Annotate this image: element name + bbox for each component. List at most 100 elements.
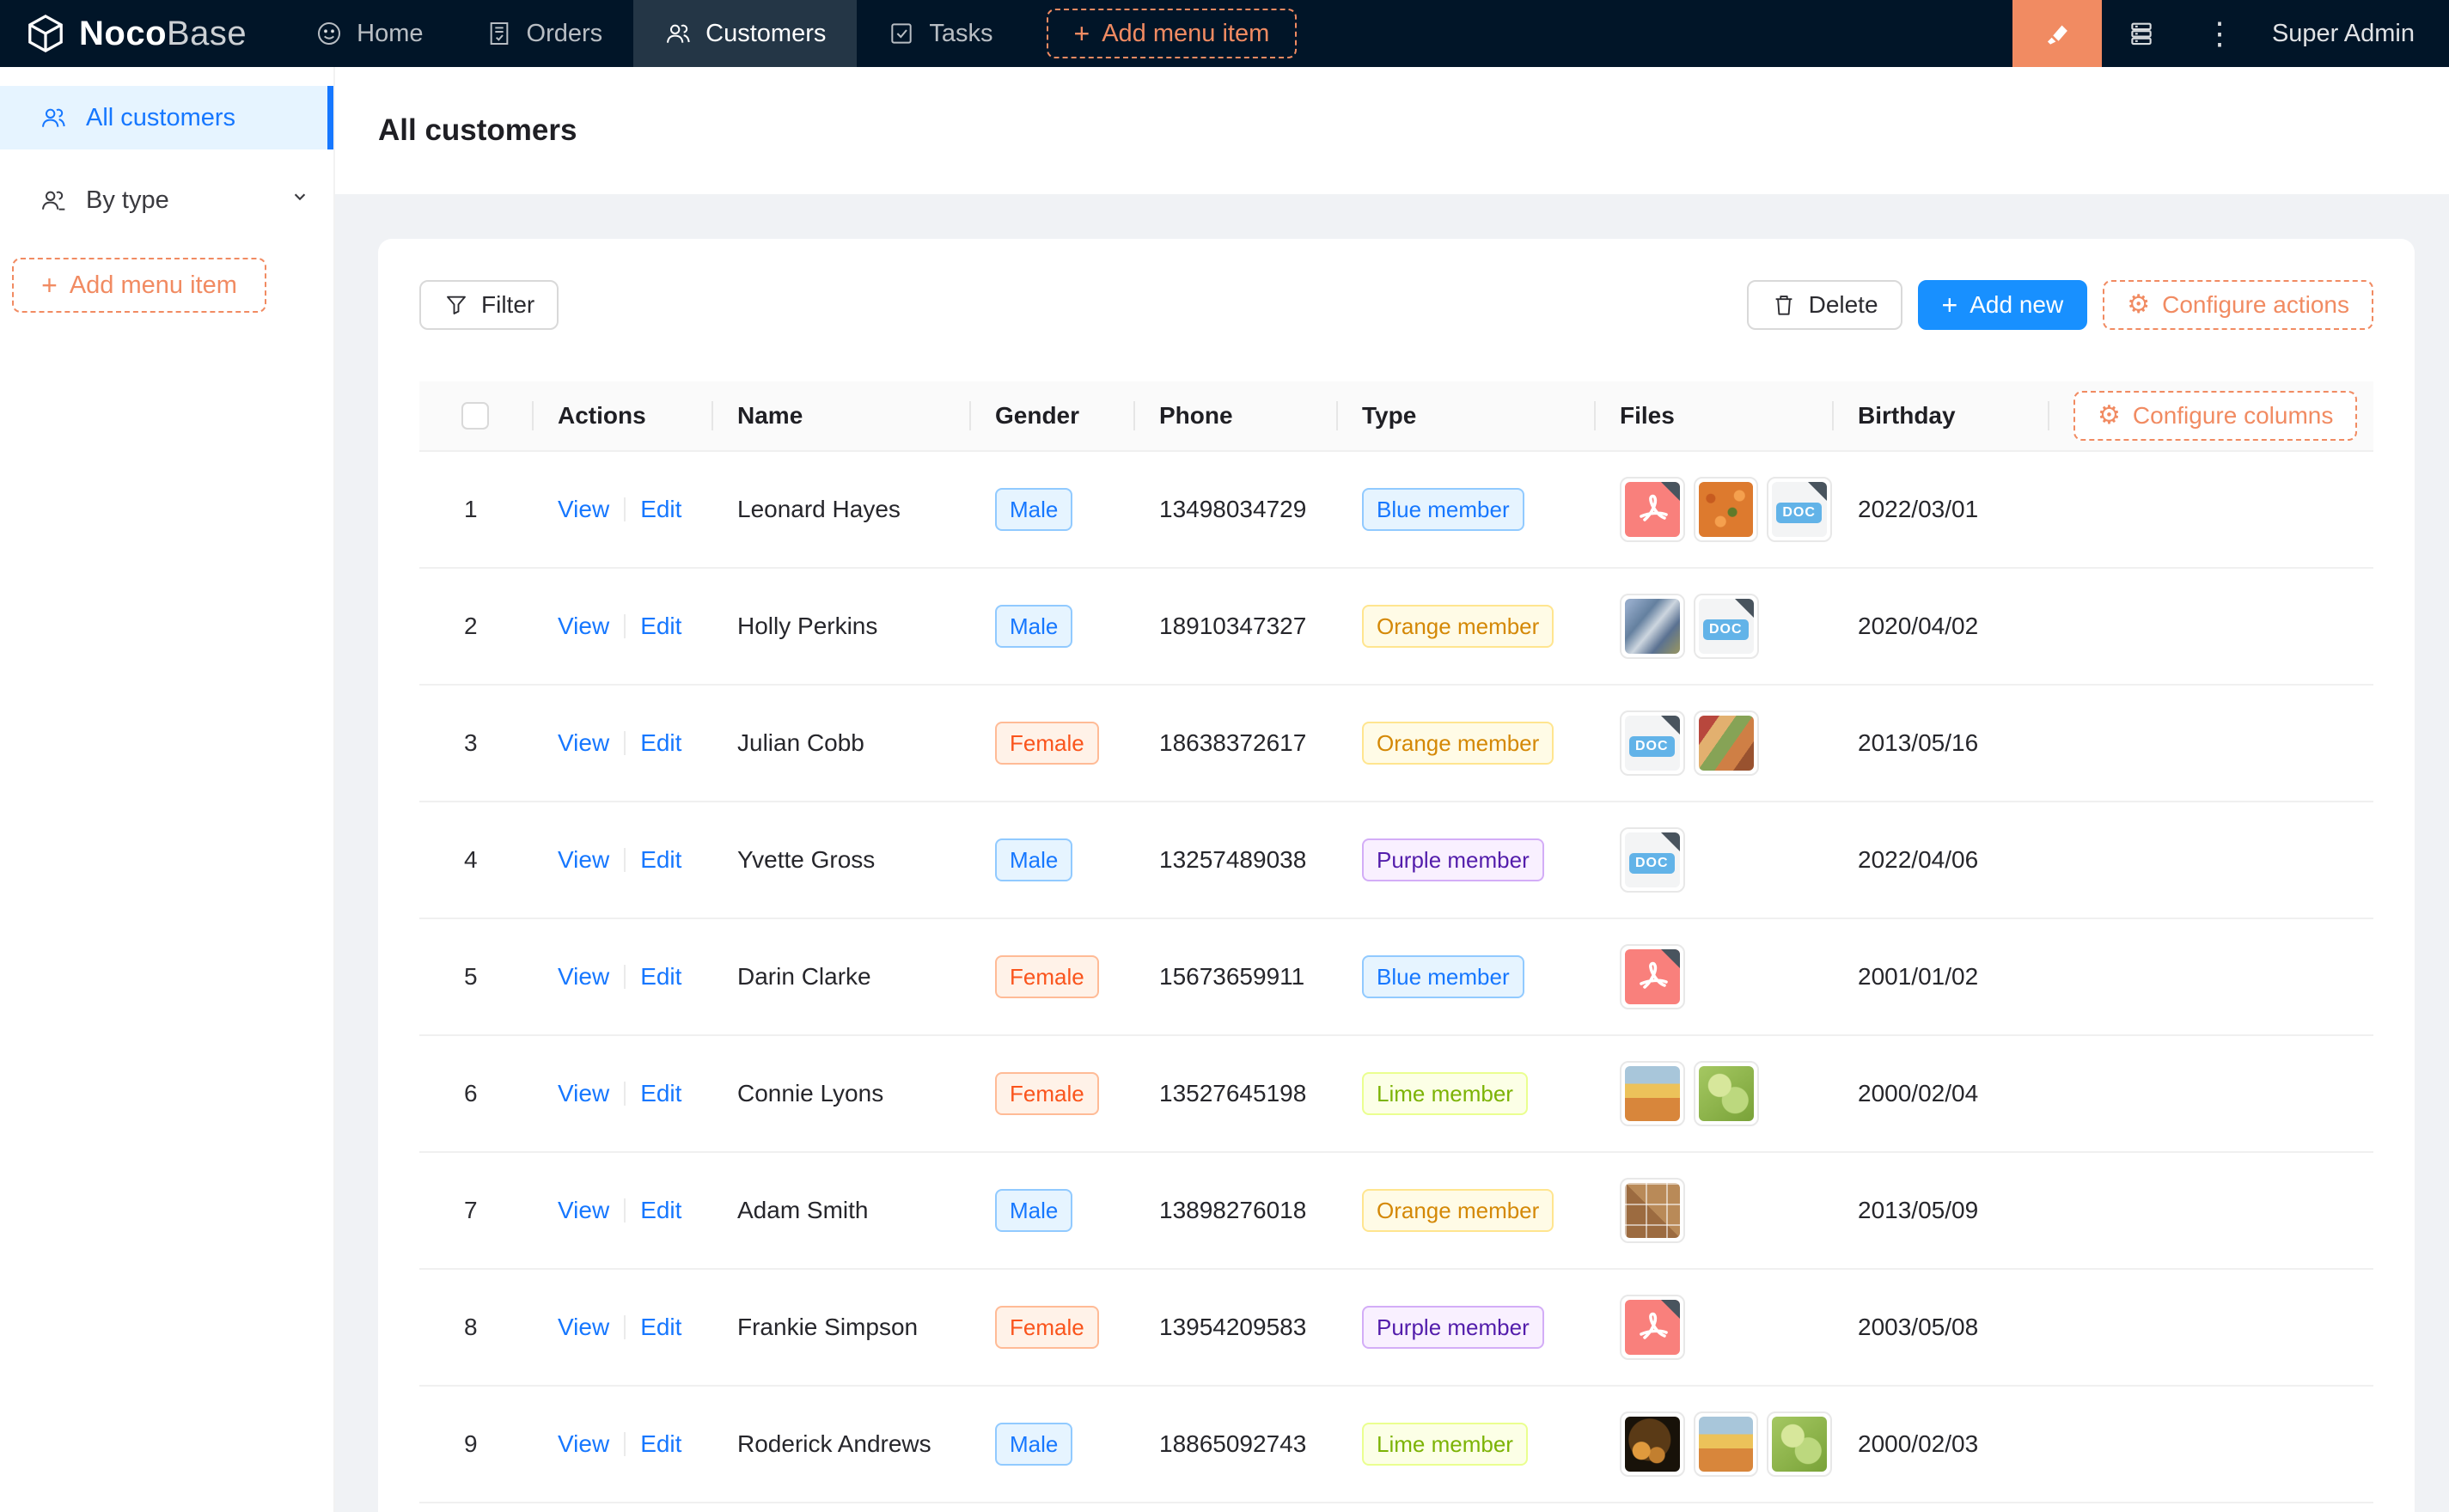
edit-link[interactable]: Edit	[640, 1080, 682, 1107]
acrobat-glyph	[1640, 494, 1668, 521]
view-link[interactable]: View	[558, 1314, 610, 1340]
view-link[interactable]: View	[558, 729, 610, 756]
table-row: 1 View Edit Leonard Hayes Male 134980347…	[419, 452, 2373, 569]
actions-cell: View Edit	[532, 846, 711, 874]
image-thumbnail[interactable]	[1767, 1411, 1833, 1477]
sidebar-add-menu-item-button[interactable]: + Add menu item	[12, 258, 266, 313]
sidebar-item-by-type[interactable]: By type	[0, 168, 333, 232]
nav-item-orders[interactable]: Orders	[455, 0, 634, 67]
birthday-value: 2003/05/08	[1858, 1314, 1979, 1340]
content-area: Filter Delete + Add new ⚙	[335, 194, 2449, 1512]
customer-name: Holly Perkins	[737, 613, 878, 639]
doc-file-icon[interactable]: DOC	[1620, 710, 1685, 776]
customer-name: Connie Lyons	[737, 1080, 884, 1107]
image-thumbnail[interactable]	[1620, 594, 1685, 659]
phone-value: 13898276018	[1159, 1197, 1307, 1223]
view-link[interactable]: View	[558, 1080, 610, 1107]
page-fold	[1808, 482, 1828, 501]
actions-cell: View Edit	[532, 1080, 711, 1107]
files-cell: DOC	[1594, 827, 1832, 893]
user-name-label: Super Admin	[2271, 19, 2415, 47]
table-row: 6 View Edit Connie Lyons Female 13527645…	[419, 1036, 2373, 1153]
image-thumbnail[interactable]	[1620, 1061, 1685, 1126]
files-cell: DOC	[1594, 477, 1833, 542]
filter-button[interactable]: Filter	[419, 280, 559, 330]
edit-link[interactable]: Edit	[640, 846, 682, 873]
more-actions-button[interactable]: ⋮	[2181, 0, 2260, 67]
page-fold	[1661, 716, 1680, 735]
top-navbar: NocoBase Home Orders Customers	[0, 0, 2449, 67]
delete-button[interactable]: Delete	[1746, 280, 1902, 330]
navbar-add-menu-item-button[interactable]: + Add menu item	[1046, 9, 1298, 58]
add-menu-item-label: Add menu item	[69, 271, 237, 299]
view-link[interactable]: View	[558, 613, 610, 639]
files-cell	[1594, 944, 1832, 1009]
phone-value: 18865092743	[1159, 1430, 1307, 1457]
page-fold	[1661, 1300, 1680, 1319]
acrobat-glyph	[1640, 1312, 1668, 1339]
select-all-checkbox[interactable]	[461, 402, 489, 430]
doc-file-icon[interactable]: DOC	[1620, 827, 1685, 893]
filter-label: Filter	[481, 291, 535, 318]
nocobase-logo[interactable]: NocoBase	[0, 0, 284, 67]
edit-link[interactable]: Edit	[640, 1314, 682, 1340]
sidebar-item-all-customers[interactable]: All customers	[0, 86, 333, 149]
phone-value: 18910347327	[1159, 613, 1307, 639]
pdf-file-icon[interactable]	[1620, 1295, 1685, 1360]
view-link[interactable]: View	[558, 1197, 610, 1223]
type-tag: Blue member	[1362, 488, 1524, 531]
view-link[interactable]: View	[558, 1430, 610, 1457]
doc-file-icon[interactable]: DOC	[1694, 594, 1759, 659]
gear-icon: ⚙	[2127, 290, 2151, 319]
edit-link[interactable]: Edit	[640, 1197, 682, 1223]
table-card: Filter Delete + Add new ⚙	[378, 239, 2415, 1512]
image-thumbnail[interactable]	[1693, 477, 1759, 542]
current-user-menu[interactable]: Super Admin	[2260, 0, 2449, 67]
row-index: 2	[464, 613, 478, 639]
link-divider	[624, 497, 626, 521]
row-index: 1	[464, 496, 478, 522]
image-thumbnail[interactable]	[1694, 1061, 1759, 1126]
image-thumbnail[interactable]	[1620, 1411, 1685, 1477]
birthday-value: 2000/02/04	[1858, 1080, 1979, 1107]
nav-item-home[interactable]: Home	[284, 0, 454, 67]
check-square-icon	[891, 23, 913, 44]
link-divider	[624, 1432, 626, 1456]
edit-link[interactable]: Edit	[640, 1430, 682, 1457]
nav-item-customers[interactable]: Customers	[633, 0, 858, 67]
ui-editor-toggle-button[interactable]	[2012, 0, 2102, 67]
configure-actions-button[interactable]: ⚙ Configure actions	[2103, 280, 2373, 330]
view-link[interactable]: View	[558, 496, 610, 522]
gender-tag: Female	[995, 722, 1099, 765]
pdf-file-icon[interactable]	[1620, 944, 1685, 1009]
birthday-value: 2013/05/09	[1858, 1197, 1979, 1223]
left-sidebar: All customers By type + Add menu item	[0, 67, 335, 1512]
image-thumbnail[interactable]	[1694, 710, 1759, 776]
view-link[interactable]: View	[558, 963, 610, 990]
edit-link[interactable]: Edit	[640, 729, 682, 756]
doc-file-icon[interactable]: DOC	[1767, 477, 1833, 542]
add-new-button[interactable]: + Add new	[1917, 280, 2088, 330]
type-tag: Lime member	[1362, 1423, 1528, 1466]
phone-value: 15673659911	[1159, 963, 1305, 990]
actions-cell: View Edit	[532, 1197, 711, 1224]
view-link[interactable]: View	[558, 846, 610, 873]
page-fold	[1660, 482, 1680, 501]
delete-label: Delete	[1808, 291, 1878, 318]
configure-columns-button[interactable]: ⚙ Configure columns	[2073, 391, 2358, 441]
edit-link[interactable]: Edit	[640, 963, 682, 990]
plugin-manager-button[interactable]	[2102, 0, 2181, 67]
edit-link[interactable]: Edit	[640, 613, 682, 639]
pdf-file-icon[interactable]	[1620, 477, 1685, 542]
column-header-name: Name	[711, 402, 969, 430]
nav-item-tasks[interactable]: Tasks	[857, 0, 1023, 67]
toolbar-right-group: Delete + Add new ⚙ Configure actions	[1746, 280, 2373, 330]
phone-value: 13257489038	[1159, 846, 1307, 873]
edit-link[interactable]: Edit	[640, 496, 682, 522]
image-thumbnail[interactable]	[1693, 1411, 1759, 1477]
gender-tag: Male	[995, 838, 1073, 881]
customer-name: Darin Clarke	[737, 963, 871, 990]
gender-tag: Male	[995, 1189, 1073, 1232]
logo-cube-icon	[28, 15, 63, 52]
image-thumbnail[interactable]	[1620, 1178, 1685, 1243]
